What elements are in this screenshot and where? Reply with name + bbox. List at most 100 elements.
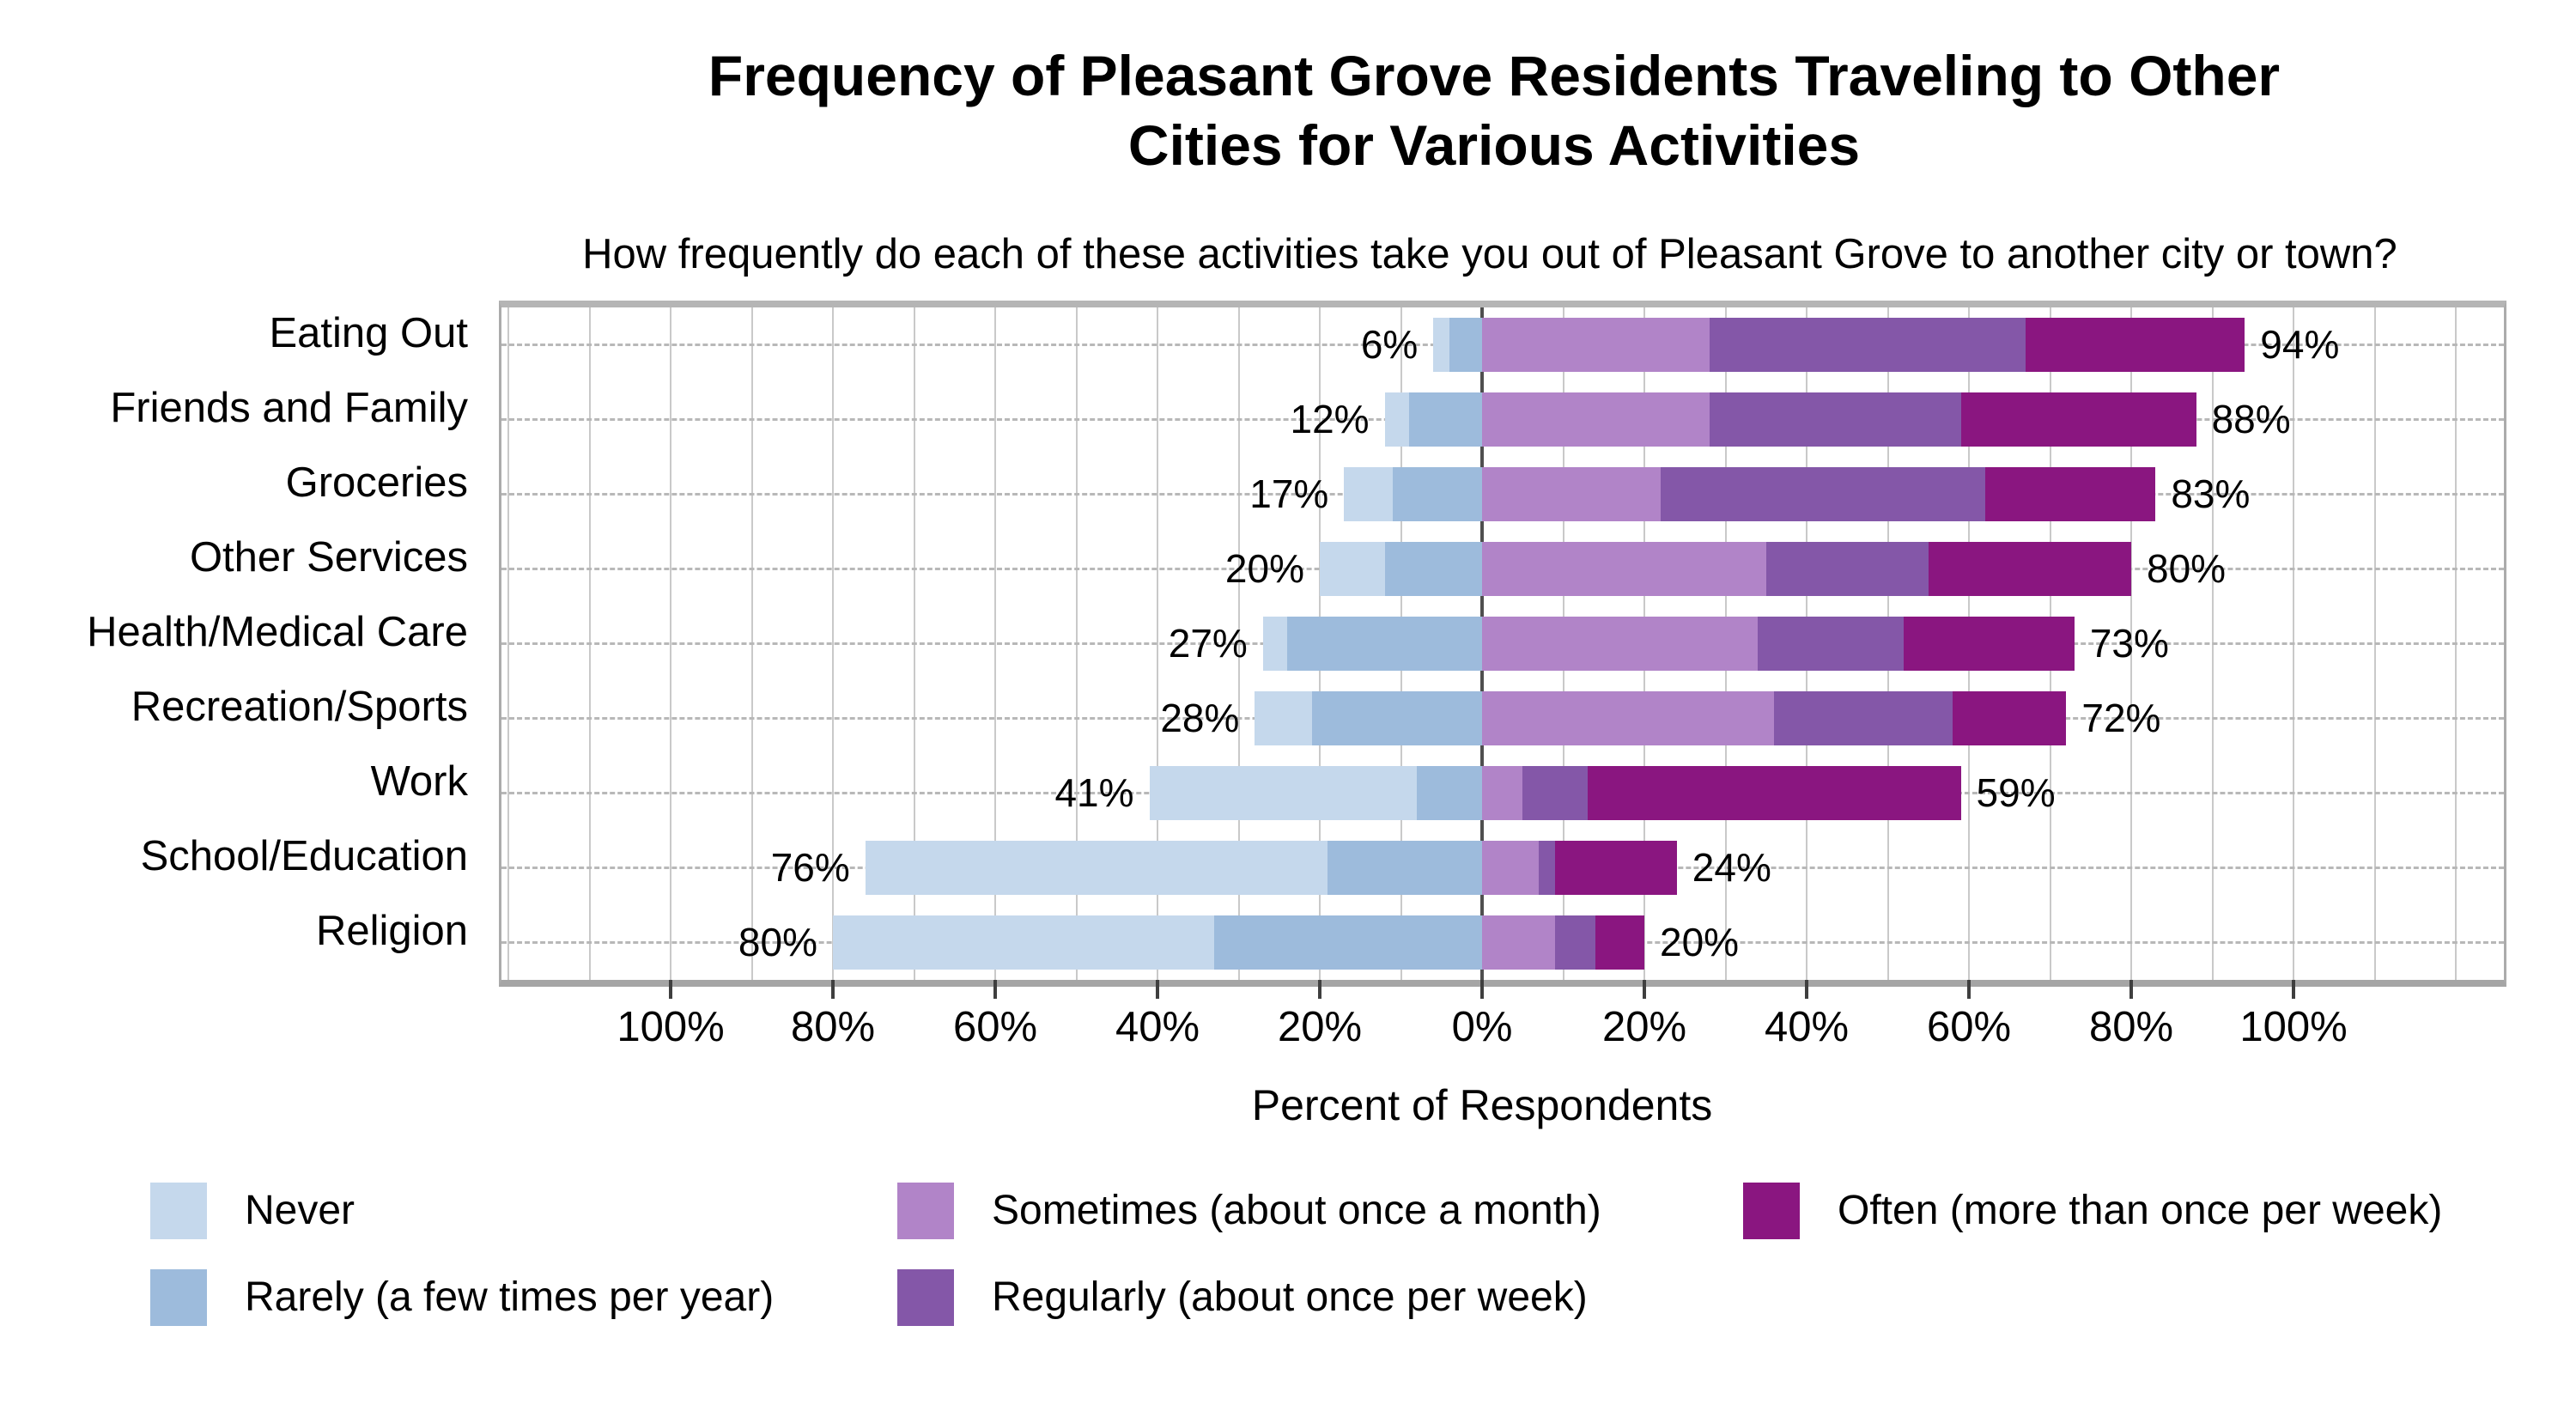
- bar-segment-sometimes: [1482, 915, 1556, 970]
- bar-segment-never: [1320, 542, 1385, 596]
- value-label-right: 88%: [2211, 397, 2291, 441]
- legend-label: Often (more than once per week): [1838, 1188, 2443, 1233]
- value-label-left: 20%: [1224, 546, 1304, 591]
- x-axis-tick-label: 0%: [1451, 1004, 1513, 1050]
- value-label-left: 12%: [1290, 397, 1370, 441]
- bar-segment-regularly: [1758, 617, 1905, 671]
- value-label-right: 94%: [2260, 322, 2340, 367]
- bar-left-stack: [1262, 617, 1482, 671]
- bar-segment-regularly: [1522, 766, 1588, 820]
- bar-segment-sometimes: [1482, 691, 1775, 745]
- bar-segment-sometimes: [1482, 841, 1540, 895]
- x-axis-tick: [993, 980, 997, 999]
- bar-left-stack: [1149, 766, 1482, 820]
- bar-segment-sometimes: [1482, 542, 1766, 596]
- category-label: Health/Medical Care: [87, 608, 468, 655]
- plot-area: 6% 94% 12% 88% 17% 83% 20% 80% 27% 73% 28% 72% 41% 59…: [499, 301, 2506, 987]
- bar-segment-never: [1433, 318, 1450, 372]
- value-label-right: 80%: [2147, 546, 2227, 591]
- bar-segment-never: [1262, 617, 1288, 671]
- bar-segment-sometimes: [1482, 617, 1759, 671]
- bar-left-stack: [1255, 691, 1482, 745]
- x-axis-tick: [1967, 980, 1971, 999]
- category-label: Religion: [315, 907, 468, 954]
- x-axis-tick-label: 60%: [952, 1004, 1038, 1050]
- value-label-left: 6%: [1360, 322, 1419, 367]
- bar-segment-rarely: [1417, 766, 1482, 820]
- value-label-right: 72%: [2081, 696, 2161, 740]
- bar-right-stack: [1482, 617, 2075, 671]
- chart-title-line1: Frequency of Pleasant Grove Residents Tr…: [708, 44, 2281, 107]
- bar-segment-rarely: [1449, 318, 1482, 372]
- x-axis-tick-label: 100%: [2239, 1004, 2348, 1050]
- bar-left-stack: [1320, 542, 1482, 596]
- bar-segment-sometimes: [1482, 392, 1710, 447]
- x-axis-tick: [2292, 980, 2295, 999]
- bar-left-stack: [1384, 392, 1482, 447]
- x-axis-tick: [1480, 980, 1484, 999]
- bar-segment-rarely: [1287, 617, 1482, 671]
- bar-segment-sometimes: [1482, 467, 1661, 521]
- bar-left-stack: [1433, 318, 1482, 372]
- x-axis-tick-label: 20%: [1277, 1004, 1363, 1050]
- category-label: Work: [370, 757, 468, 805]
- bar-segment-never: [1384, 392, 1409, 447]
- category-label: Friends and Family: [110, 384, 468, 431]
- x-axis-tick: [1643, 980, 1646, 999]
- bar-segment-often: [1960, 392, 2196, 447]
- chart-title: Frequency of Pleasant Grove Residents Tr…: [412, 41, 2576, 179]
- bar-segment-regularly: [1774, 691, 1953, 745]
- bar-segment-rarely: [1214, 915, 1482, 970]
- value-label-right: 59%: [1976, 770, 2056, 815]
- x-axis-tick: [831, 980, 835, 999]
- chart-title-line2: Cities for Various Activities: [1127, 113, 1861, 177]
- value-label-left: 41%: [1054, 770, 1134, 815]
- bar-segment-often: [1984, 467, 2156, 521]
- value-label-left: 27%: [1168, 621, 1248, 666]
- x-axis-tick-label: 40%: [1115, 1004, 1200, 1050]
- x-axis-tick: [1805, 980, 1808, 999]
- bar-segment-often: [1555, 841, 1677, 895]
- bar-right-stack: [1482, 542, 2131, 596]
- bar-segment-never: [1255, 691, 1312, 745]
- legend-label: Never: [245, 1188, 355, 1233]
- legend-swatch-rarely: [150, 1269, 207, 1326]
- bar-segment-regularly: [1709, 318, 2026, 372]
- x-axis-tick-label: 60%: [1926, 1004, 2012, 1050]
- category-label: Groceries: [285, 459, 468, 506]
- x-axis-tick-label: 80%: [2088, 1004, 2174, 1050]
- bar-segment-regularly: [1765, 542, 1929, 596]
- bar-segment-often: [1928, 542, 2131, 596]
- chart-subtitle: How frequently do each of these activiti…: [582, 231, 2397, 277]
- bar-segment-often: [1953, 691, 2067, 745]
- legend-label: Regularly (about once per week): [992, 1274, 1588, 1320]
- x-axis-tick-label: 100%: [617, 1004, 725, 1050]
- bar-segment-sometimes: [1482, 766, 1523, 820]
- category-label: Eating Out: [269, 309, 468, 356]
- bar-segment-never: [1344, 467, 1394, 521]
- legend-swatch-never: [150, 1183, 207, 1239]
- bar-segment-often: [1587, 766, 1961, 820]
- legend-swatch-regularly: [897, 1269, 954, 1326]
- bar-left-stack: [865, 841, 1482, 895]
- bar-right-stack: [1482, 392, 2196, 447]
- bar-right-stack: [1482, 318, 2245, 372]
- value-label-right: 73%: [2089, 621, 2169, 666]
- bar-right-stack: [1482, 841, 1677, 895]
- x-axis-tick: [669, 980, 672, 999]
- bar-segment-regularly: [1555, 915, 1596, 970]
- value-label-left: 76%: [770, 845, 850, 890]
- bar-left-stack: [833, 915, 1482, 970]
- bar-segment-sometimes: [1482, 318, 1710, 372]
- bar-segment-rarely: [1327, 841, 1482, 895]
- value-label-left: 17%: [1249, 471, 1329, 516]
- x-axis-tick-label: 40%: [1764, 1004, 1850, 1050]
- bar-segment-rarely: [1393, 467, 1482, 521]
- bar-right-stack: [1482, 467, 2156, 521]
- legend-label: Sometimes (about once a month): [992, 1188, 1601, 1233]
- bar-segment-never: [833, 915, 1215, 970]
- x-axis-tick: [2129, 980, 2133, 999]
- x-axis-tick: [1318, 980, 1321, 999]
- x-axis-tick-label: 80%: [790, 1004, 876, 1050]
